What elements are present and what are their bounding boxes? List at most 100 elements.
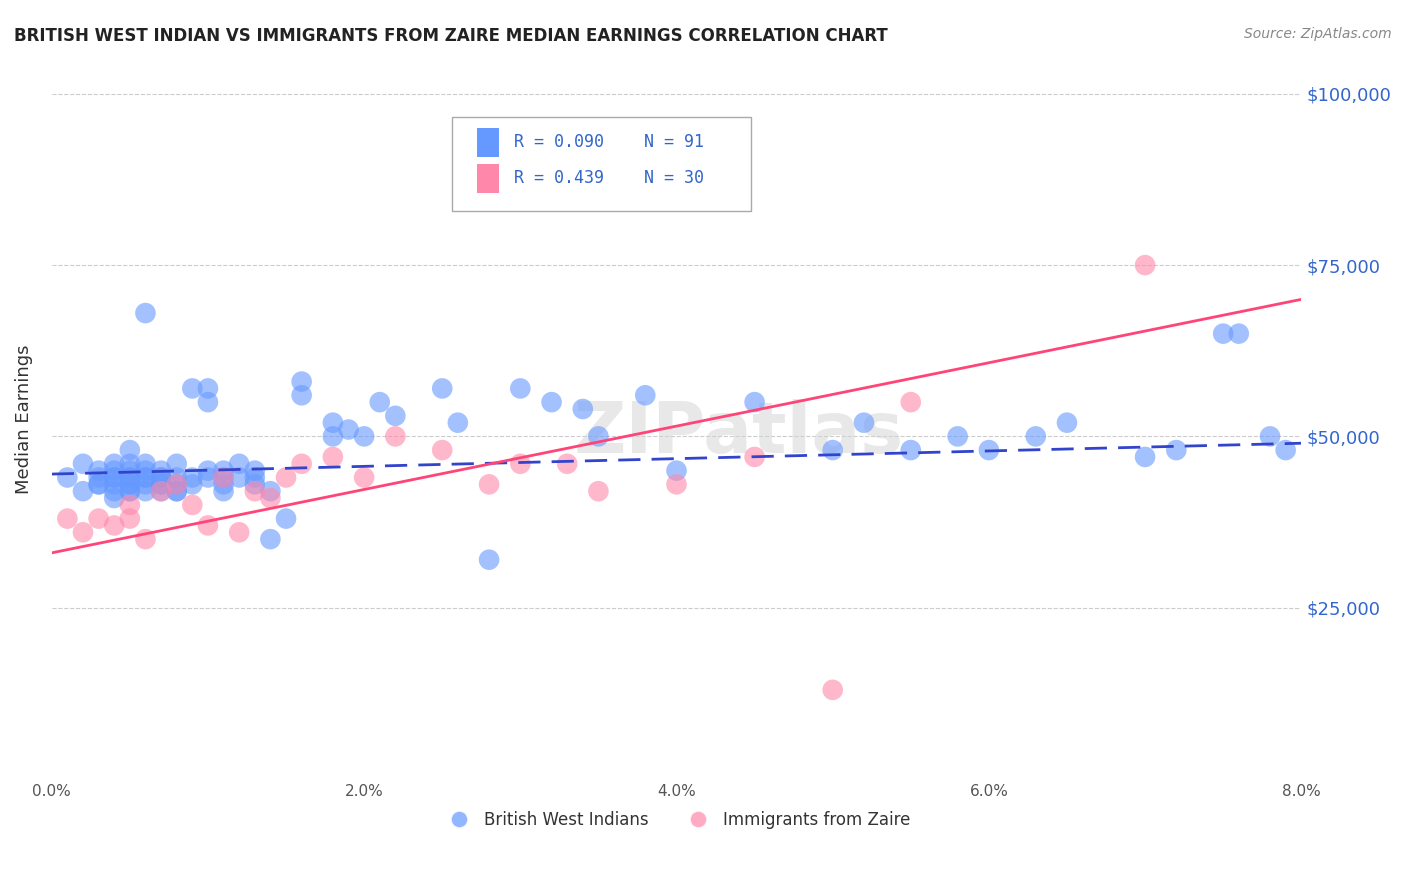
British West Indians: [118, 470, 141, 484]
Text: R = 0.439    N = 30: R = 0.439 N = 30: [515, 169, 704, 187]
British West Indians: [118, 477, 141, 491]
British West Indians: [212, 470, 235, 484]
British West Indians: [103, 464, 125, 478]
Immigrants from Zaire: [274, 470, 297, 484]
Immigrants from Zaire: [118, 498, 141, 512]
British West Indians: [118, 470, 141, 484]
British West Indians: [150, 464, 173, 478]
Immigrants from Zaire: [478, 477, 501, 491]
British West Indians: [103, 491, 125, 505]
British West Indians: [72, 484, 94, 499]
British West Indians: [243, 470, 266, 484]
Immigrants from Zaire: [243, 484, 266, 499]
British West Indians: [1258, 429, 1281, 443]
British West Indians: [181, 477, 204, 491]
Immigrants from Zaire: [197, 518, 219, 533]
British West Indians: [103, 470, 125, 484]
British West Indians: [197, 464, 219, 478]
British West Indians: [1166, 443, 1188, 458]
Immigrants from Zaire: [134, 532, 156, 546]
British West Indians: [150, 484, 173, 499]
British West Indians: [1227, 326, 1250, 341]
British West Indians: [744, 395, 766, 409]
Text: R = 0.090    N = 91: R = 0.090 N = 91: [515, 133, 704, 152]
Immigrants from Zaire: [432, 443, 454, 458]
British West Indians: [634, 388, 657, 402]
Immigrants from Zaire: [900, 395, 922, 409]
British West Indians: [134, 470, 156, 484]
British West Indians: [337, 423, 360, 437]
Immigrants from Zaire: [150, 484, 173, 499]
British West Indians: [322, 429, 344, 443]
British West Indians: [181, 381, 204, 395]
British West Indians: [87, 464, 110, 478]
British West Indians: [166, 457, 188, 471]
Immigrants from Zaire: [384, 429, 406, 443]
British West Indians: [118, 484, 141, 499]
British West Indians: [243, 477, 266, 491]
British West Indians: [243, 464, 266, 478]
FancyBboxPatch shape: [451, 117, 751, 211]
British West Indians: [150, 477, 173, 491]
British West Indians: [977, 443, 1000, 458]
British West Indians: [118, 464, 141, 478]
Immigrants from Zaire: [744, 450, 766, 464]
British West Indians: [134, 457, 156, 471]
British West Indians: [134, 464, 156, 478]
British West Indians: [274, 511, 297, 525]
British West Indians: [384, 409, 406, 423]
Immigrants from Zaire: [322, 450, 344, 464]
British West Indians: [134, 306, 156, 320]
British West Indians: [665, 464, 688, 478]
British West Indians: [291, 388, 314, 402]
British West Indians: [447, 416, 470, 430]
British West Indians: [87, 470, 110, 484]
British West Indians: [150, 470, 173, 484]
British West Indians: [166, 477, 188, 491]
Immigrants from Zaire: [1133, 258, 1156, 272]
British West Indians: [166, 484, 188, 499]
British West Indians: [291, 375, 314, 389]
British West Indians: [103, 470, 125, 484]
Immigrants from Zaire: [228, 525, 250, 540]
Immigrants from Zaire: [821, 682, 844, 697]
British West Indians: [322, 416, 344, 430]
British West Indians: [946, 429, 969, 443]
British West Indians: [259, 532, 281, 546]
British West Indians: [1133, 450, 1156, 464]
British West Indians: [1025, 429, 1047, 443]
Immigrants from Zaire: [103, 518, 125, 533]
British West Indians: [118, 484, 141, 499]
FancyBboxPatch shape: [477, 164, 499, 193]
British West Indians: [540, 395, 562, 409]
British West Indians: [118, 443, 141, 458]
British West Indians: [166, 470, 188, 484]
Text: Source: ZipAtlas.com: Source: ZipAtlas.com: [1244, 27, 1392, 41]
British West Indians: [103, 477, 125, 491]
FancyBboxPatch shape: [477, 128, 499, 157]
British West Indians: [181, 470, 204, 484]
Immigrants from Zaire: [588, 484, 610, 499]
British West Indians: [212, 477, 235, 491]
British West Indians: [1212, 326, 1234, 341]
British West Indians: [478, 552, 501, 566]
British West Indians: [118, 477, 141, 491]
Immigrants from Zaire: [56, 511, 79, 525]
British West Indians: [368, 395, 391, 409]
Immigrants from Zaire: [181, 498, 204, 512]
British West Indians: [259, 484, 281, 499]
British West Indians: [1056, 416, 1078, 430]
British West Indians: [509, 381, 531, 395]
Legend: British West Indians, Immigrants from Zaire: British West Indians, Immigrants from Za…: [436, 804, 918, 835]
Immigrants from Zaire: [118, 511, 141, 525]
British West Indians: [1274, 443, 1296, 458]
British West Indians: [353, 429, 375, 443]
British West Indians: [821, 443, 844, 458]
British West Indians: [87, 477, 110, 491]
Immigrants from Zaire: [259, 491, 281, 505]
British West Indians: [134, 477, 156, 491]
British West Indians: [150, 477, 173, 491]
Immigrants from Zaire: [353, 470, 375, 484]
British West Indians: [103, 457, 125, 471]
British West Indians: [56, 470, 79, 484]
